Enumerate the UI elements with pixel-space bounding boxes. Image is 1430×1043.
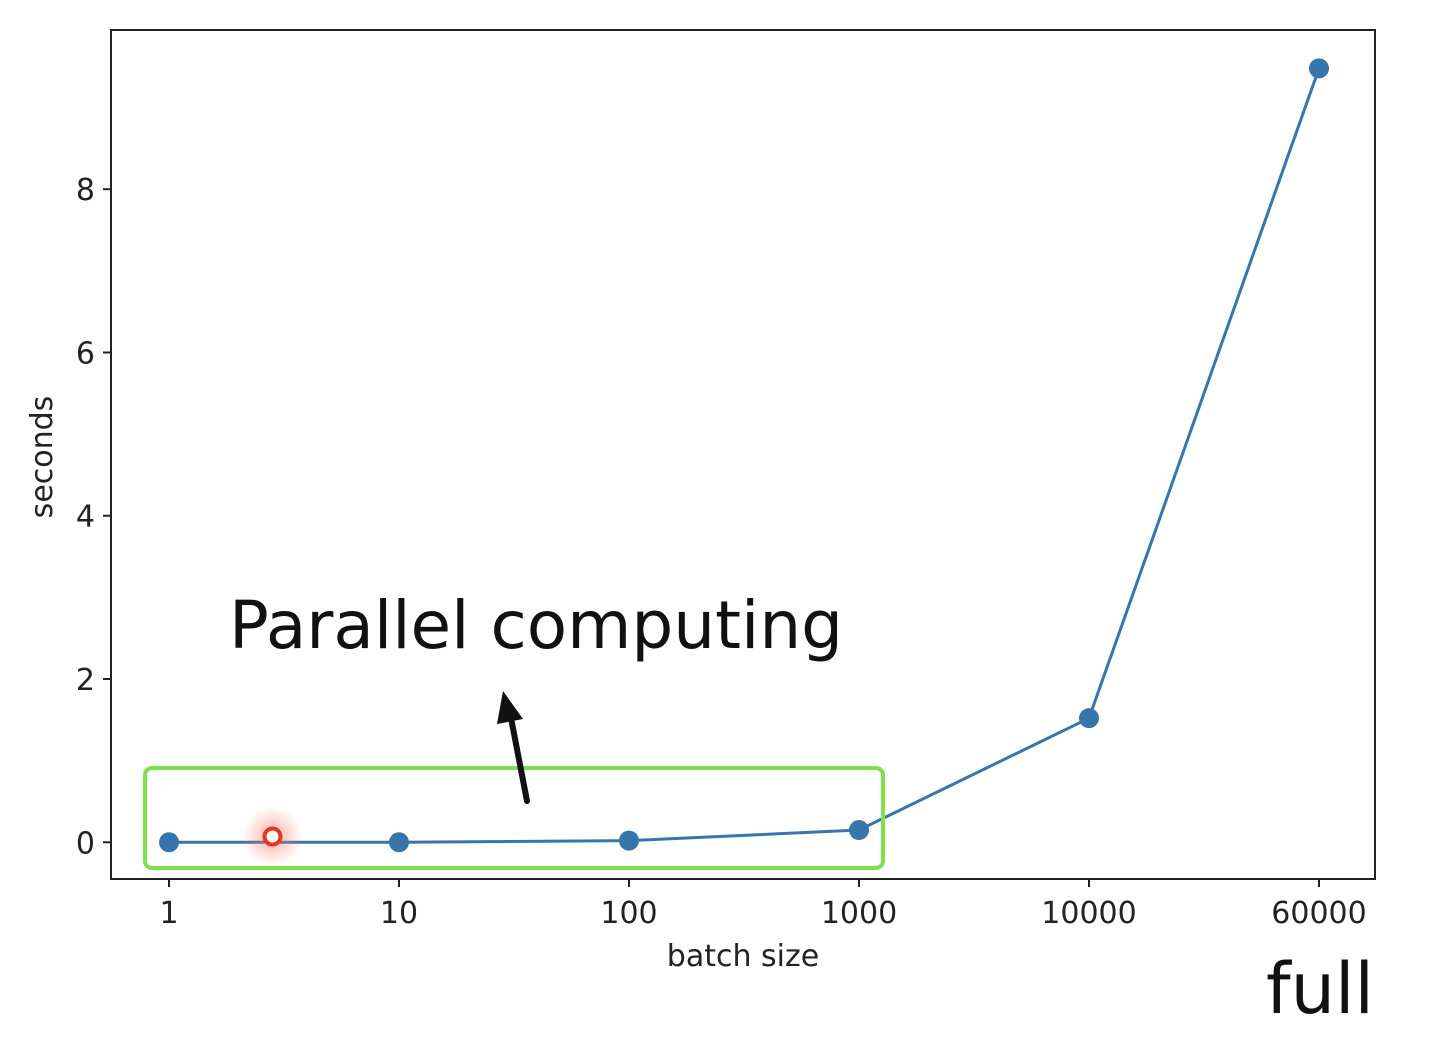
ticks-layer: 0 2 4 6 8 1 10 100 1000 10000 60000 bbox=[76, 173, 1367, 931]
y-tick-label: 4 bbox=[76, 500, 95, 535]
highlight-box bbox=[143, 766, 885, 870]
y-tick-label: 2 bbox=[76, 663, 95, 698]
y-axis-label: seconds bbox=[25, 396, 60, 519]
x-tick-label: 60000 bbox=[1271, 896, 1366, 931]
arrow-head bbox=[497, 691, 523, 724]
highlight-point bbox=[262, 826, 283, 847]
y-tick-label: 0 bbox=[76, 826, 95, 861]
x-axis-label: batch size bbox=[667, 939, 819, 974]
data-point bbox=[1079, 708, 1099, 729]
y-tick-label: 6 bbox=[76, 336, 95, 371]
y-tick-label: 8 bbox=[76, 173, 95, 208]
x-tick-label: 100 bbox=[600, 896, 657, 931]
series-layer bbox=[159, 58, 1329, 867]
data-point bbox=[1309, 58, 1329, 79]
data-point bbox=[159, 832, 179, 853]
x-tick-label: 1000 bbox=[821, 896, 897, 931]
x-tick-label: 10 bbox=[380, 896, 418, 931]
data-point bbox=[849, 820, 869, 841]
arrow-shaft bbox=[508, 715, 530, 804]
data-point bbox=[389, 832, 409, 853]
plot-frame bbox=[110, 29, 1376, 880]
annotation-text: Parallel computing bbox=[229, 587, 843, 664]
annotation-layer: Parallel computing full bbox=[143, 587, 1374, 1030]
x-tick-label: 1 bbox=[159, 896, 178, 931]
x-tick-label: 10000 bbox=[1041, 896, 1136, 931]
series-line bbox=[169, 67, 1321, 844]
data-point bbox=[619, 830, 639, 851]
full-label: full bbox=[1266, 948, 1374, 1030]
